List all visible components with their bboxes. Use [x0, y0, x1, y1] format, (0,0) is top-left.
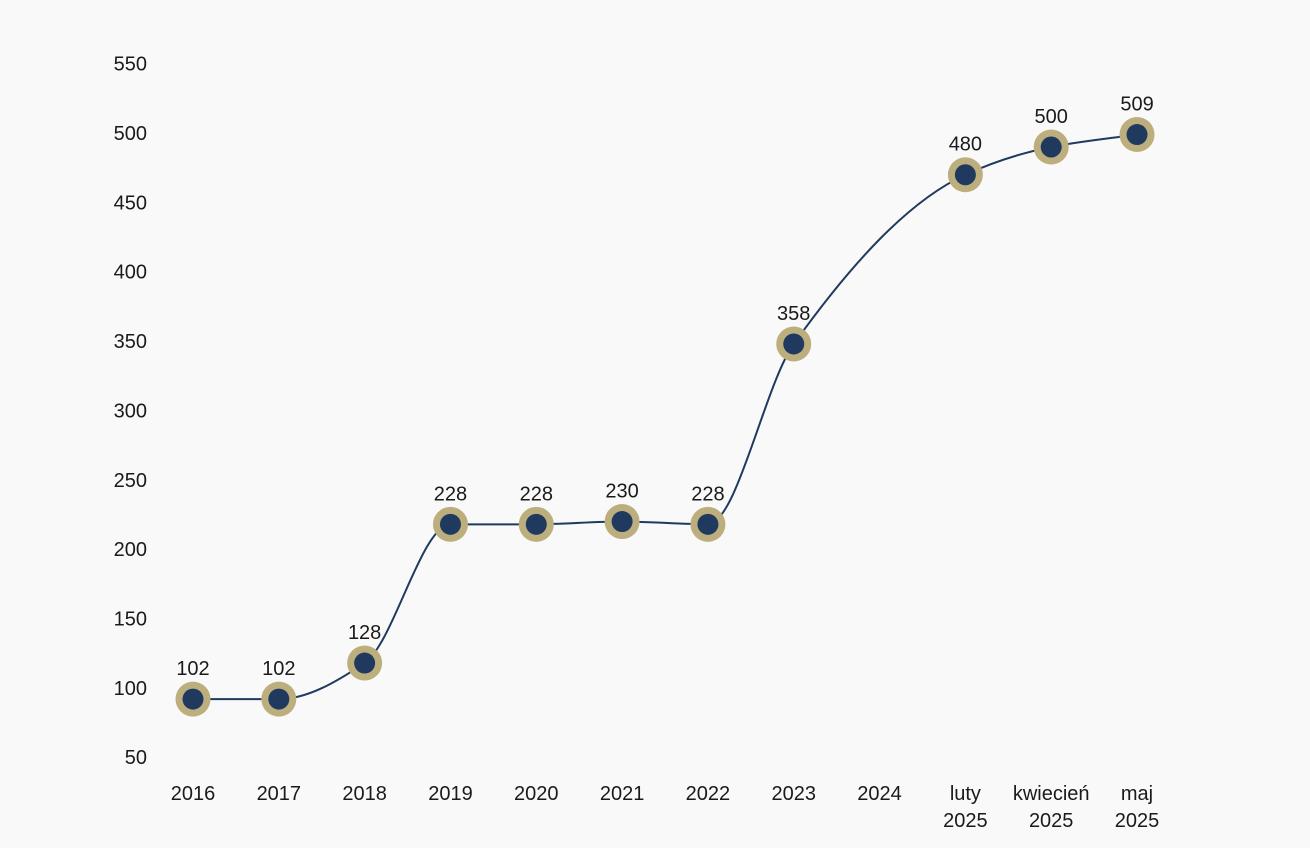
- y-axis-tick-label: 550: [114, 54, 147, 76]
- data-point-marker[interactable]: [525, 513, 547, 535]
- y-axis-tick-label: 450: [114, 192, 147, 214]
- y-axis-tick-label: 500: [114, 123, 147, 145]
- data-point-marker[interactable]: [611, 511, 633, 533]
- data-point-marker[interactable]: [354, 652, 376, 674]
- x-axis-tick-label: 2016: [171, 783, 216, 805]
- data-point-label: 228: [434, 483, 467, 505]
- data-point-label: 102: [262, 658, 295, 680]
- data-point-marker[interactable]: [1040, 136, 1062, 158]
- x-axis-tick-label: 2019: [428, 783, 473, 805]
- data-point-marker[interactable]: [439, 513, 461, 535]
- y-axis-tick-label: 100: [114, 678, 147, 700]
- x-axis-tick-label: 2017: [257, 783, 302, 805]
- x-axis-tick-label: 2025: [943, 810, 988, 832]
- x-axis-tick-label: 2020: [514, 783, 559, 805]
- data-point-marker[interactable]: [783, 333, 805, 355]
- y-axis-tick-label: 200: [114, 539, 147, 561]
- x-axis-tick-label: 2021: [600, 783, 645, 805]
- data-point-label: 230: [605, 481, 638, 503]
- data-point-label: 228: [520, 483, 553, 505]
- x-axis-tick-label: kwiecień: [1013, 783, 1090, 805]
- y-axis-tick-label: 400: [114, 262, 147, 284]
- y-axis-tick-label: 300: [114, 400, 147, 422]
- data-point-label: 509: [1120, 94, 1153, 116]
- data-point-label: 500: [1035, 106, 1068, 128]
- data-point-label: 128: [348, 622, 381, 644]
- data-point-marker[interactable]: [268, 688, 290, 710]
- data-point-marker[interactable]: [954, 164, 976, 186]
- x-axis-tick-label: 2025: [1029, 810, 1074, 832]
- y-axis-tick-label: 150: [114, 609, 147, 631]
- data-point-label: 358: [777, 303, 810, 325]
- x-axis-tick-label: 2024: [857, 783, 902, 805]
- data-point-label: 480: [949, 134, 982, 156]
- x-axis-tick-label: maj: [1121, 783, 1153, 805]
- x-axis-tick-label: 2022: [686, 783, 731, 805]
- x-axis-tick-label: 2018: [342, 783, 387, 805]
- x-axis-tick-label: luty: [950, 783, 981, 805]
- x-axis-tick-label: 2025: [1115, 810, 1160, 832]
- data-point-marker[interactable]: [182, 688, 204, 710]
- y-axis-tick-label: 50: [125, 747, 147, 769]
- data-point-label: 102: [176, 658, 209, 680]
- data-point-marker[interactable]: [1126, 124, 1148, 146]
- y-axis-tick-label: 250: [114, 470, 147, 492]
- data-point-marker[interactable]: [697, 513, 719, 535]
- y-axis-tick-label: 350: [114, 331, 147, 353]
- x-axis-tick-label: 2023: [771, 783, 816, 805]
- data-point-label: 228: [691, 483, 724, 505]
